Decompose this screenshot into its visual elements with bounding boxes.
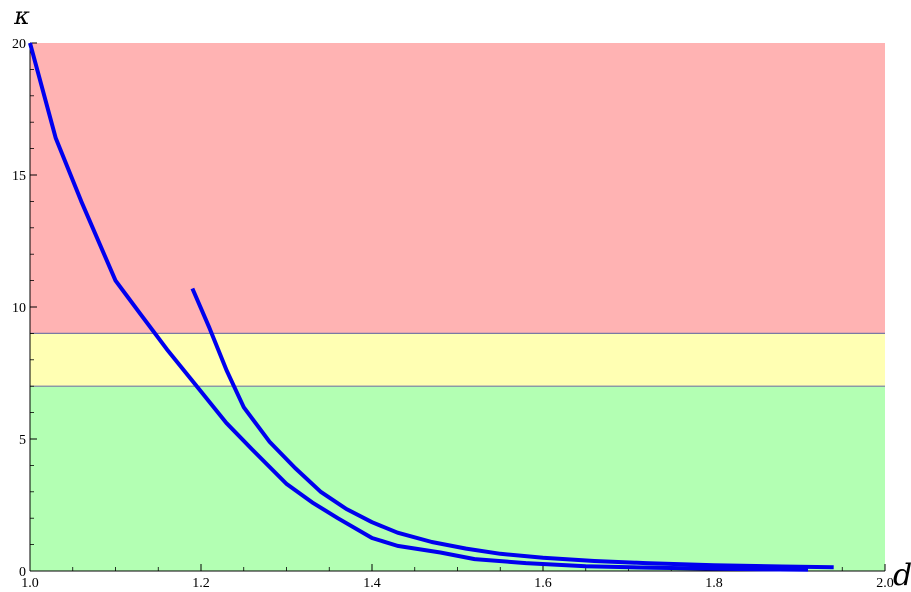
background-bands — [30, 43, 885, 571]
y-tick-label: 5 — [19, 433, 26, 448]
band-1 — [30, 333, 885, 387]
band-2 — [30, 43, 885, 334]
x-tick-label: 2.0 — [876, 576, 894, 591]
band-boundaries — [30, 332, 885, 387]
y-tick-label: 20 — [12, 37, 26, 52]
x-tick-label: 1.6 — [534, 576, 552, 591]
y-tick-label: 15 — [12, 169, 26, 184]
series-layer — [28, 42, 834, 572]
axis-ticks: 1.0 1.2 1.4 1.6 1.8 2.0 0 5 10 15 20 — [12, 37, 894, 591]
y-axis-label: κ — [13, 2, 30, 30]
x-tick-label: 1.4 — [363, 576, 381, 591]
x-tick-label: 1.8 — [705, 576, 723, 591]
band-0 — [30, 386, 885, 571]
x-axis-label: d — [893, 558, 911, 592]
x-tick-label: 1.2 — [192, 576, 210, 591]
y-tick-label: 10 — [12, 301, 26, 316]
series-line-2 — [190, 287, 834, 570]
x-tick-label: 1.0 — [21, 576, 39, 591]
y-tick-label: 0 — [19, 565, 26, 580]
series-line-1 — [28, 42, 809, 572]
